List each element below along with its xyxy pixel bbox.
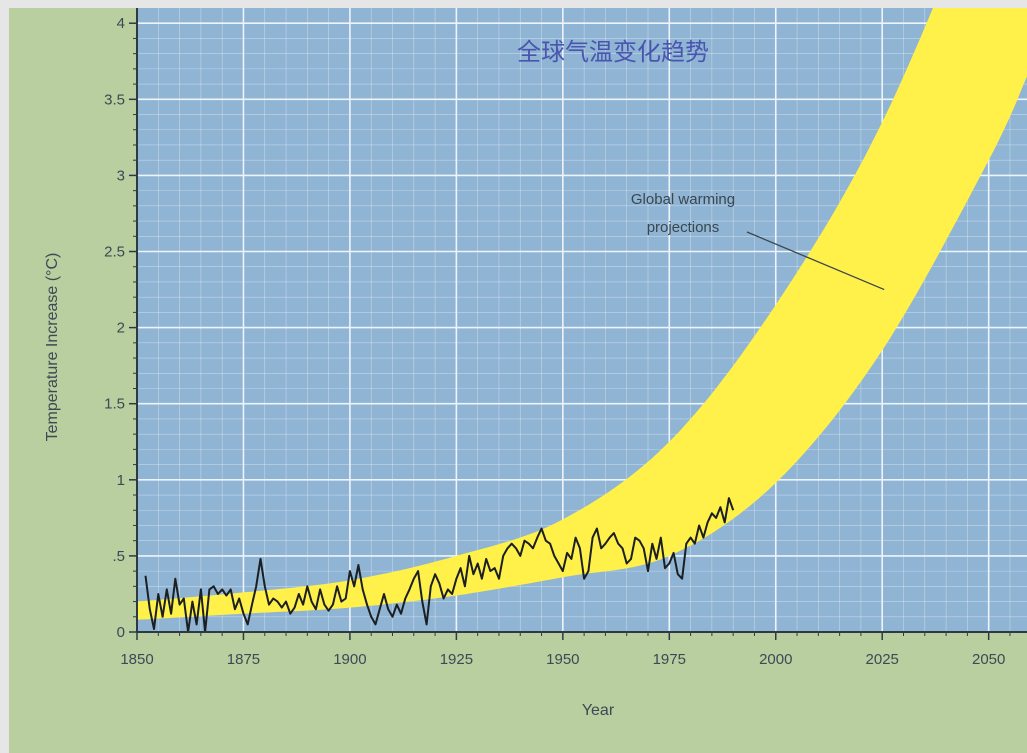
y-tick-labels: 0 .5 1 1.5 2 2.5 3 3.5 4 xyxy=(104,15,125,641)
x-tick-label: 2050 xyxy=(972,651,1005,668)
y-tick-label: .5 xyxy=(112,548,125,565)
x-tick-label: 1900 xyxy=(333,651,366,668)
y-tick-label: 3 xyxy=(117,167,125,184)
y-tick-label: 0 xyxy=(117,624,125,641)
chart-title: 全球气温变化趋势 xyxy=(517,38,709,66)
y-tick-label: 1.5 xyxy=(104,396,125,413)
y-tick-label: 4 xyxy=(117,15,125,32)
projection-band xyxy=(137,8,1027,620)
y-tick-label: 1 xyxy=(117,472,125,489)
annotation-line-2: projections xyxy=(647,219,720,236)
x-tick-label: 2025 xyxy=(866,651,899,668)
x-tick-label: 1925 xyxy=(440,651,473,668)
projection-annotation: Global warming projections xyxy=(631,191,885,291)
x-tick-label: 1975 xyxy=(653,651,686,668)
axes xyxy=(129,8,1027,640)
annotation-pointer xyxy=(746,231,885,291)
y-tick-label: 2.5 xyxy=(104,244,125,261)
y-tick-label: 2 xyxy=(117,320,125,337)
y-tick-label: 3.5 xyxy=(104,91,125,108)
x-tick-labels: 1850 1875 1900 1925 1950 1975 2000 2025 2050 xyxy=(120,651,1005,668)
x-tick-label: 1850 xyxy=(120,651,153,668)
annotation-line-1: Global warming xyxy=(631,191,735,208)
y-axis-label: Temperature Increase (°C) xyxy=(44,253,61,442)
x-tick-label: 2000 xyxy=(759,651,792,668)
temperature-chart: 1850 1875 1900 1925 1950 1975 2000 2025 2050 0 .5… xyxy=(44,8,1027,719)
plot-area xyxy=(137,8,1027,632)
chart-frame: 1850 1875 1900 1925 1950 1975 2000 2025 2050 0 .5… xyxy=(9,8,1027,753)
x-axis-label: Year xyxy=(582,702,615,719)
x-tick-label: 1950 xyxy=(546,651,579,668)
observed-temperature-line xyxy=(144,497,735,632)
x-tick-label: 1875 xyxy=(227,651,260,668)
